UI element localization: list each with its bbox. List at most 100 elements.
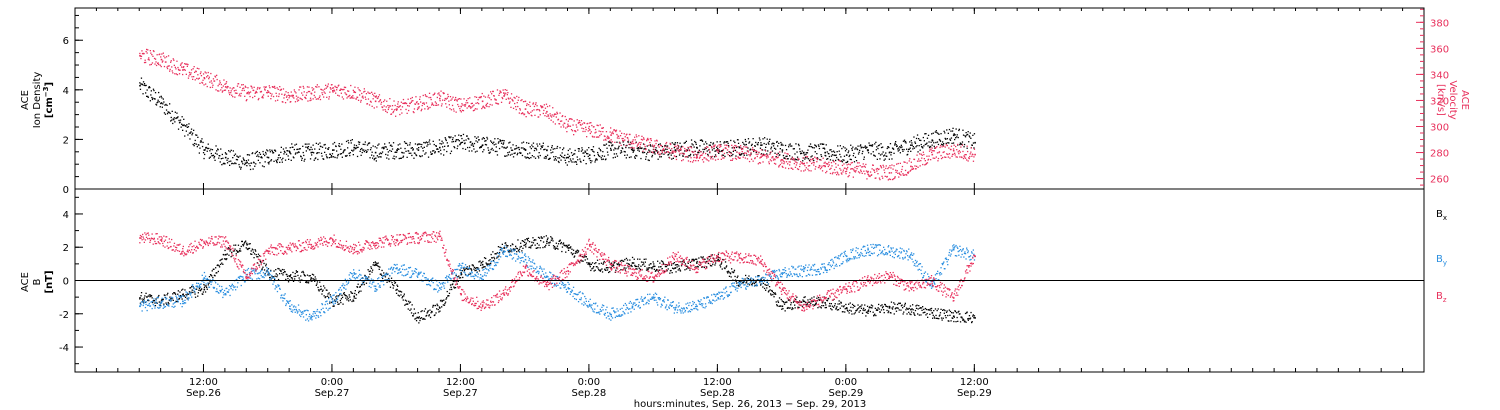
data-point xyxy=(332,300,334,303)
scatter-dot xyxy=(186,295,188,297)
scatter-dot xyxy=(683,153,685,155)
scatter-dot xyxy=(936,141,939,143)
scatter-dot xyxy=(258,88,261,90)
scatter-dot xyxy=(952,148,955,150)
scatter-dot xyxy=(853,170,856,172)
data-point xyxy=(246,92,248,95)
scatter-dot xyxy=(228,92,230,94)
scatter-dot xyxy=(192,68,194,70)
scatter-dot xyxy=(308,143,310,145)
scatter-dot xyxy=(727,154,729,156)
scatter-dot xyxy=(388,105,390,107)
scatter-dot xyxy=(803,152,805,154)
scatter-dot xyxy=(965,321,967,323)
scatter-dot xyxy=(935,147,937,149)
scatter-dot xyxy=(783,161,786,163)
scatter-dot xyxy=(777,300,779,302)
scatter-dot xyxy=(938,151,941,153)
scatter-dot xyxy=(738,280,741,282)
scatter-dot xyxy=(830,308,832,310)
scatter-dot xyxy=(266,270,268,272)
data-point xyxy=(353,272,355,274)
scatter-dot xyxy=(579,254,581,257)
data-point xyxy=(824,151,826,154)
scatter-dot xyxy=(289,95,291,97)
scatter-dot xyxy=(200,75,203,77)
scatter-dot xyxy=(873,154,875,157)
scatter-dot xyxy=(777,152,779,154)
scatter-dot xyxy=(218,266,221,268)
scatter-dot xyxy=(949,138,951,140)
scatter-dot xyxy=(712,263,714,265)
scatter-dot xyxy=(536,105,538,107)
scatter-dot xyxy=(198,289,200,291)
scatter-dot xyxy=(255,151,257,153)
scatter-dot xyxy=(546,238,549,241)
scatter-dot xyxy=(863,158,865,160)
scatter-dot xyxy=(377,97,379,99)
scatter-dot xyxy=(711,155,714,158)
scatter-dot xyxy=(489,103,491,106)
scatter-dot xyxy=(875,149,877,151)
scatter-dot xyxy=(198,144,200,146)
scatter-dot xyxy=(248,92,251,94)
scatter-dot xyxy=(753,150,755,153)
scatter-dot xyxy=(922,306,924,308)
scatter-dot xyxy=(151,307,153,310)
scatter-dot xyxy=(333,89,335,91)
scatter-dot xyxy=(367,91,369,93)
scatter-dot xyxy=(453,287,456,289)
scatter-dot xyxy=(619,152,622,154)
scatter-dot xyxy=(812,147,814,149)
scatter-dot xyxy=(445,138,447,140)
scatter-dot xyxy=(648,144,650,147)
scatter-dot xyxy=(935,130,937,132)
scatter-dot xyxy=(192,286,194,288)
scatter-dot xyxy=(409,142,411,144)
scatter-dot xyxy=(810,300,812,302)
scatter-dot xyxy=(714,159,717,161)
scatter-dot xyxy=(180,126,182,128)
scatter-dot xyxy=(583,155,586,157)
scatter-dot xyxy=(396,151,398,153)
scatter-dot xyxy=(735,158,738,160)
scatter-dot xyxy=(930,149,932,151)
scatter-dot xyxy=(438,94,441,96)
scatter-dot xyxy=(553,115,555,117)
scatter-dot xyxy=(415,102,418,104)
scatter-dot xyxy=(410,308,412,310)
scatter-dot xyxy=(194,79,196,81)
scatter-dot xyxy=(547,237,549,239)
scatter-dot xyxy=(240,250,242,252)
scatter-dot xyxy=(966,134,968,136)
scatter-dot xyxy=(240,92,242,95)
scatter-dot xyxy=(969,317,972,319)
scatter-dot xyxy=(300,156,302,158)
scatter-dot xyxy=(621,259,623,262)
scatter-dot xyxy=(442,92,444,94)
scatter-dot xyxy=(558,161,560,164)
scatter-dot xyxy=(678,149,681,151)
scatter-dot xyxy=(706,159,708,161)
scatter-dot xyxy=(530,111,532,113)
scatter-dot xyxy=(639,268,641,270)
scatter-dot xyxy=(879,178,881,181)
scatter-dot xyxy=(782,154,785,157)
scatter-dot xyxy=(623,150,625,153)
scatter-dot xyxy=(876,167,878,170)
scatter-dot xyxy=(546,154,549,156)
scatter-dot xyxy=(525,157,527,159)
scatter-dot xyxy=(358,290,360,292)
scatter-dot xyxy=(862,166,864,168)
scatter-dot xyxy=(254,152,256,155)
scatter-dot xyxy=(786,307,788,309)
scatter-dot xyxy=(656,150,658,152)
scatter-dot xyxy=(716,256,718,258)
scatter-dot xyxy=(608,271,610,274)
scatter-dot xyxy=(241,160,243,162)
scatter-dot xyxy=(696,154,698,156)
scatter-dot xyxy=(882,177,884,179)
scatter-dot xyxy=(202,73,205,75)
scatter-dot xyxy=(542,106,544,108)
scatter-dot xyxy=(619,135,622,137)
